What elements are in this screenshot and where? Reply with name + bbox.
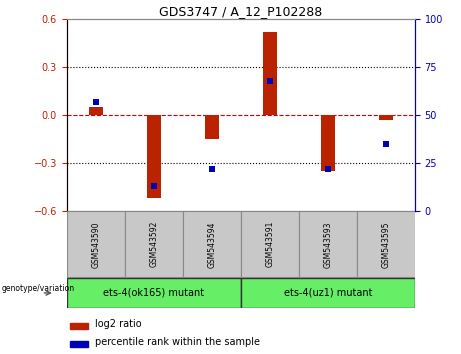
Point xyxy=(150,183,158,189)
Text: genotype/variation: genotype/variation xyxy=(1,284,75,293)
Text: GSM543590: GSM543590 xyxy=(91,221,100,268)
Bar xyxy=(71,324,88,329)
Bar xyxy=(241,278,415,308)
Bar xyxy=(263,32,277,115)
Bar xyxy=(67,211,125,277)
Point xyxy=(382,141,390,147)
Bar xyxy=(241,211,299,277)
Text: ets-4(uz1) mutant: ets-4(uz1) mutant xyxy=(284,288,372,298)
Bar xyxy=(125,211,183,277)
Point xyxy=(266,78,273,84)
Text: GSM543591: GSM543591 xyxy=(266,221,274,268)
Text: percentile rank within the sample: percentile rank within the sample xyxy=(95,337,260,347)
Bar xyxy=(299,211,357,277)
Bar xyxy=(205,115,219,139)
Text: GSM543592: GSM543592 xyxy=(149,221,159,268)
Bar xyxy=(67,278,241,308)
Bar xyxy=(89,107,103,115)
Text: log2 ratio: log2 ratio xyxy=(95,319,142,329)
Bar xyxy=(321,115,335,171)
Point xyxy=(208,166,216,171)
Bar xyxy=(357,211,415,277)
Bar xyxy=(378,115,393,120)
Text: GSM543595: GSM543595 xyxy=(381,221,390,268)
Text: ets-4(ok165) mutant: ets-4(ok165) mutant xyxy=(103,288,204,298)
Bar xyxy=(183,211,241,277)
Title: GDS3747 / A_12_P102288: GDS3747 / A_12_P102288 xyxy=(159,5,323,18)
Text: GSM543594: GSM543594 xyxy=(207,221,216,268)
Point xyxy=(92,99,100,104)
Point xyxy=(324,166,331,171)
Text: GSM543593: GSM543593 xyxy=(323,221,332,268)
Bar xyxy=(147,115,161,198)
Bar xyxy=(71,341,88,347)
